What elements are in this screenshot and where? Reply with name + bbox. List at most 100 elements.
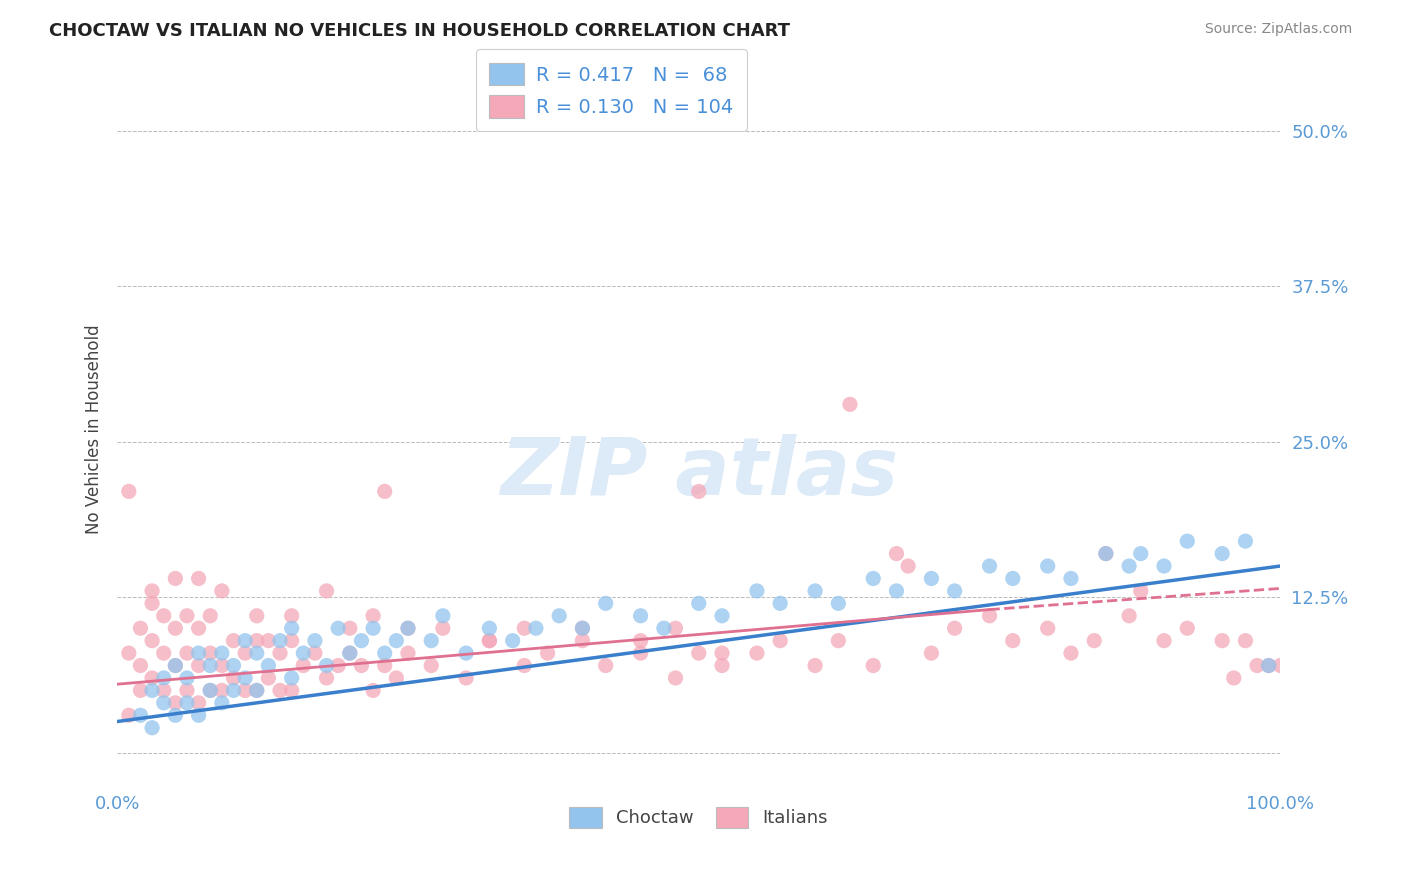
Point [165,658,187,673]
Point [118,484,141,499]
Point [1095,547,1118,561]
Point [1270,658,1292,673]
Point [361,608,384,623]
Point [129,621,152,635]
Point [1211,633,1233,648]
Point [118,646,141,660]
Point [979,608,1001,623]
Point [595,596,617,610]
Point [513,621,536,635]
Y-axis label: No Vehicles in Household: No Vehicles in Household [86,325,103,534]
Point [374,646,396,660]
Point [129,658,152,673]
Point [200,683,222,698]
Point [1223,671,1246,685]
Point [222,671,245,685]
Point [1001,633,1024,648]
Point [385,633,408,648]
Point [745,646,768,660]
Point [152,646,174,660]
Point [1060,646,1083,660]
Point [1036,559,1059,574]
Point [165,572,187,586]
Point [711,646,734,660]
Point [456,671,478,685]
Point [1234,633,1257,648]
Point [1129,583,1152,598]
Point [361,683,384,698]
Point [118,708,141,723]
Point [257,671,280,685]
Point [571,621,593,635]
Point [129,708,152,723]
Point [176,671,198,685]
Point [246,683,269,698]
Point [1175,621,1198,635]
Point [711,658,734,673]
Point [374,484,396,499]
Point [920,646,942,660]
Point [664,671,686,685]
Point [571,621,593,635]
Point [688,484,710,499]
Point [176,683,198,698]
Point [280,633,302,648]
Point [257,633,280,648]
Point [374,658,396,673]
Point [1257,658,1279,673]
Point [328,621,350,635]
Point [152,696,174,710]
Point [339,646,361,660]
Point [630,646,652,660]
Point [432,621,454,635]
Point [361,621,384,635]
Text: Source: ZipAtlas.com: Source: ZipAtlas.com [1205,22,1353,37]
Point [1118,559,1140,574]
Point [456,646,478,660]
Point [385,671,408,685]
Point [745,583,768,598]
Point [152,608,174,623]
Point [839,397,862,411]
Point [152,671,174,685]
Point [233,646,256,660]
Point [804,658,827,673]
Point [350,658,373,673]
Point [315,583,337,598]
Point [688,646,710,660]
Point [1060,572,1083,586]
Point [165,658,187,673]
Point [269,683,291,698]
Point [652,621,675,635]
Point [176,608,198,623]
Point [304,633,326,648]
Point [862,658,884,673]
Point [187,708,209,723]
Point [396,621,419,635]
Point [187,658,209,673]
Point [187,696,209,710]
Legend: Choctaw, Italians: Choctaw, Italians [562,800,835,835]
Point [222,683,245,698]
Point [688,596,710,610]
Point [1246,658,1268,673]
Point [233,671,256,685]
Point [257,658,280,673]
Point [862,572,884,586]
Point [630,633,652,648]
Point [827,633,849,648]
Point [1153,633,1175,648]
Point [200,683,222,698]
Point [804,583,827,598]
Point [595,658,617,673]
Point [897,559,920,574]
Point [165,708,187,723]
Point [176,646,198,660]
Point [246,633,269,648]
Point [280,608,302,623]
Point [269,646,291,660]
Point [222,658,245,673]
Point [1257,658,1279,673]
Point [478,633,501,648]
Point [211,696,233,710]
